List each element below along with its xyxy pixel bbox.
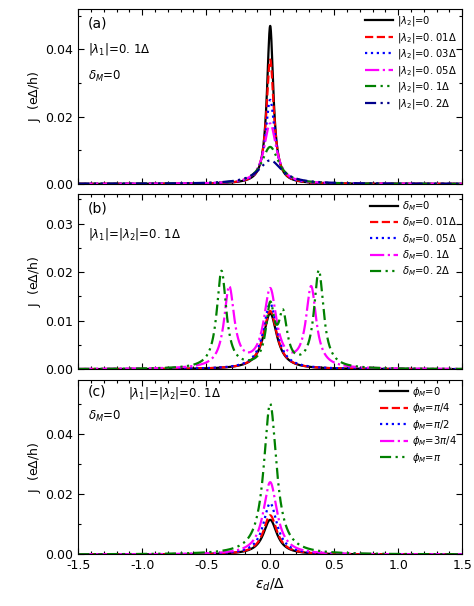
Text: (c): (c) — [88, 385, 106, 399]
Text: (b): (b) — [88, 201, 108, 215]
Text: (a): (a) — [88, 16, 107, 30]
Legend: $\delta_M$=0, $\delta_M$=0. 01$\Delta$, $\delta_M$=0. 05$\Delta$, $\delta_M$=0. : $\delta_M$=0, $\delta_M$=0. 01$\Delta$, … — [368, 198, 459, 281]
Legend: $|\lambda_2|$=0, $|\lambda_2|$=0. 01$\Delta$, $|\lambda_2|$=0. 03$\Delta$, $|\la: $|\lambda_2|$=0, $|\lambda_2|$=0. 01$\De… — [363, 12, 459, 113]
Text: $\delta_M$=0: $\delta_M$=0 — [88, 68, 121, 84]
Text: $|\lambda_1|$=0. 1$\Delta$: $|\lambda_1|$=0. 1$\Delta$ — [88, 41, 150, 56]
Y-axis label: J  (e$\Delta$/h): J (e$\Delta$/h) — [26, 256, 43, 307]
Text: $|\lambda_1|$=$|\lambda_2|$=0. 1$\Delta$: $|\lambda_1|$=$|\lambda_2|$=0. 1$\Delta$ — [88, 226, 181, 242]
Text: $|\lambda_1|$=$|\lambda_2|$=0. 1$\Delta$: $|\lambda_1|$=$|\lambda_2|$=0. 1$\Delta$ — [128, 385, 221, 401]
Y-axis label: J  (e$\Delta$/h): J (e$\Delta$/h) — [26, 71, 43, 122]
Y-axis label: J  (e$\Delta$/h): J (e$\Delta$/h) — [26, 441, 43, 493]
Legend: $\phi_M$=0, $\phi_M$=$\pi$/4, $\phi_M$=$\pi$/2, $\phi_M$=3$\pi$/4, $\phi_M$=$\pi: $\phi_M$=0, $\phi_M$=$\pi$/4, $\phi_M$=$… — [378, 382, 459, 467]
Text: $\delta_M$=0: $\delta_M$=0 — [88, 410, 121, 424]
X-axis label: $\varepsilon_d/\Delta$: $\varepsilon_d/\Delta$ — [255, 576, 285, 593]
